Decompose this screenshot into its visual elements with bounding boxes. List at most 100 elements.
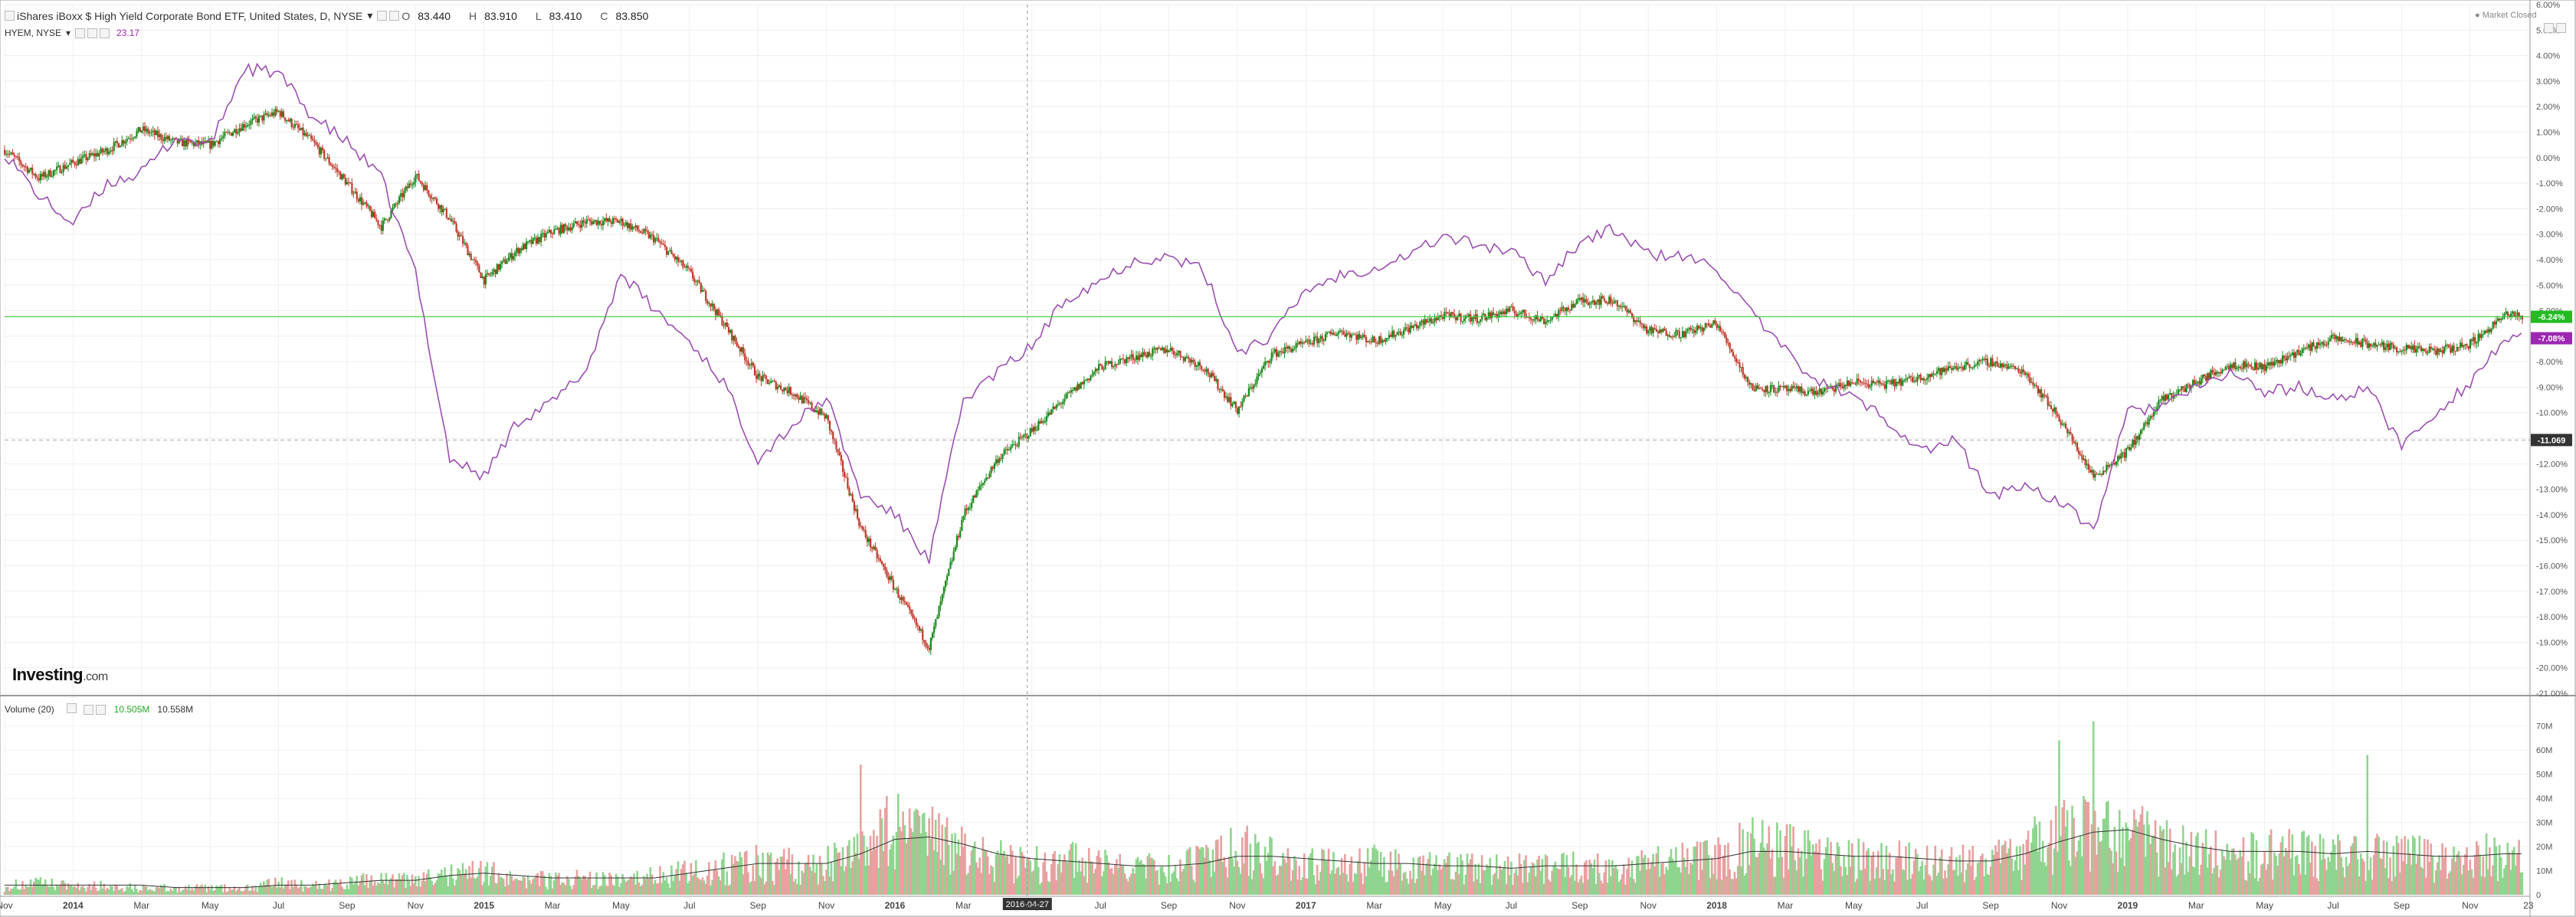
candle-body xyxy=(1211,372,1214,376)
close-icon[interactable] xyxy=(95,704,106,715)
chevron-down-icon[interactable]: ▾ xyxy=(367,9,373,21)
volume-bar xyxy=(1882,869,1884,895)
candle-body xyxy=(624,222,628,225)
candle-body xyxy=(1468,314,1470,317)
candle-body xyxy=(1952,367,1955,370)
volume-bar xyxy=(1678,866,1680,895)
candle-body xyxy=(2384,347,2387,350)
volume-bar xyxy=(1960,872,1963,895)
volume-bar xyxy=(2447,873,2450,895)
volume-bar xyxy=(678,880,681,895)
candle-body xyxy=(2068,432,2070,434)
candle-body xyxy=(909,607,911,610)
volume-bar xyxy=(2051,875,2054,895)
volume-bar xyxy=(1957,876,1959,895)
candle-body xyxy=(1649,326,1651,331)
candle-body xyxy=(2273,361,2276,366)
volume-bar xyxy=(1029,860,1031,895)
candle-body xyxy=(1574,304,1576,308)
volume-bar xyxy=(530,883,533,895)
candle-body xyxy=(974,495,976,498)
maximize-icon[interactable] xyxy=(2544,23,2554,33)
y-tick-label: 2.00% xyxy=(2536,103,2560,112)
volume-bar xyxy=(811,871,813,895)
volume-bar xyxy=(2025,840,2028,895)
settings-icon[interactable] xyxy=(87,28,98,38)
volume-bar xyxy=(2240,856,2243,895)
candle-body xyxy=(52,170,55,176)
volume-bar xyxy=(350,877,353,895)
candle-body xyxy=(2061,424,2063,425)
collapse-icon[interactable] xyxy=(5,11,15,21)
candle-body xyxy=(1365,337,1368,342)
candle-body xyxy=(48,170,50,176)
volume-bar xyxy=(1578,879,1581,895)
close-icon[interactable] xyxy=(100,28,110,38)
chevron-down-icon[interactable]: ▾ xyxy=(66,28,71,38)
volume-bar xyxy=(615,873,618,895)
volume-bar xyxy=(906,838,909,895)
volume-bar xyxy=(2293,875,2296,895)
candle-body xyxy=(509,253,511,258)
settings-icon[interactable] xyxy=(389,11,400,21)
candle-body xyxy=(2474,337,2476,344)
volume-bar xyxy=(1440,870,1443,895)
candle-body xyxy=(2330,335,2333,339)
volume-bar xyxy=(1148,853,1151,895)
volume-bar xyxy=(2250,832,2253,895)
candle-body xyxy=(2048,405,2050,407)
volume-bar xyxy=(608,873,611,895)
candle-body xyxy=(354,192,356,194)
volume-bar xyxy=(2374,837,2377,895)
volume-bar xyxy=(1991,850,1994,895)
candle-body xyxy=(1047,412,1050,417)
y-tick-label: 1.00% xyxy=(2536,128,2560,137)
settings-icon[interactable] xyxy=(83,704,93,715)
candle-body xyxy=(2322,342,2325,346)
eye-icon[interactable] xyxy=(66,703,79,716)
candle-body xyxy=(496,264,498,274)
candle-body xyxy=(1896,382,1899,384)
candle-body xyxy=(2388,343,2390,350)
eye-icon[interactable] xyxy=(377,11,388,21)
candle-body xyxy=(18,156,21,162)
volume-bar xyxy=(571,889,573,895)
candle-body xyxy=(1210,372,1213,378)
volume-bar xyxy=(1863,868,1866,895)
candle-body xyxy=(1049,412,1051,415)
volume-bar xyxy=(1893,881,1896,895)
volume-bar xyxy=(613,886,616,895)
candle-body xyxy=(46,175,48,178)
volume-bar xyxy=(1914,848,1917,895)
candle-body xyxy=(146,129,148,132)
volume-bar xyxy=(460,873,463,895)
candle-body xyxy=(1283,347,1286,354)
candle-body xyxy=(1595,302,1598,305)
volume-bar xyxy=(2485,833,2488,895)
volume-bar xyxy=(1237,866,1240,895)
restore-icon[interactable] xyxy=(2556,23,2566,33)
volume-bar xyxy=(561,882,564,895)
candle-body xyxy=(605,218,608,221)
volume-bar xyxy=(1493,873,1496,895)
candle-body xyxy=(356,192,358,199)
candle-body xyxy=(1259,372,1261,374)
candle-body xyxy=(1840,383,1842,388)
candle-body xyxy=(1932,373,1935,375)
candle-body xyxy=(1334,335,1336,336)
candle-body xyxy=(460,234,463,237)
volume-bar xyxy=(545,886,547,895)
volume-bar xyxy=(1428,852,1431,895)
candle-body xyxy=(718,309,720,316)
volume-bar xyxy=(1484,870,1486,895)
candle-body xyxy=(503,259,505,261)
volume-bar xyxy=(2146,811,2148,895)
candle-body xyxy=(1885,381,1888,389)
candle-body xyxy=(747,361,749,365)
volume-bar xyxy=(302,891,304,895)
volume-bar xyxy=(2307,835,2310,895)
volume-bar xyxy=(2071,805,2073,895)
eye-icon[interactable] xyxy=(75,28,86,38)
candle-body xyxy=(1528,316,1531,319)
